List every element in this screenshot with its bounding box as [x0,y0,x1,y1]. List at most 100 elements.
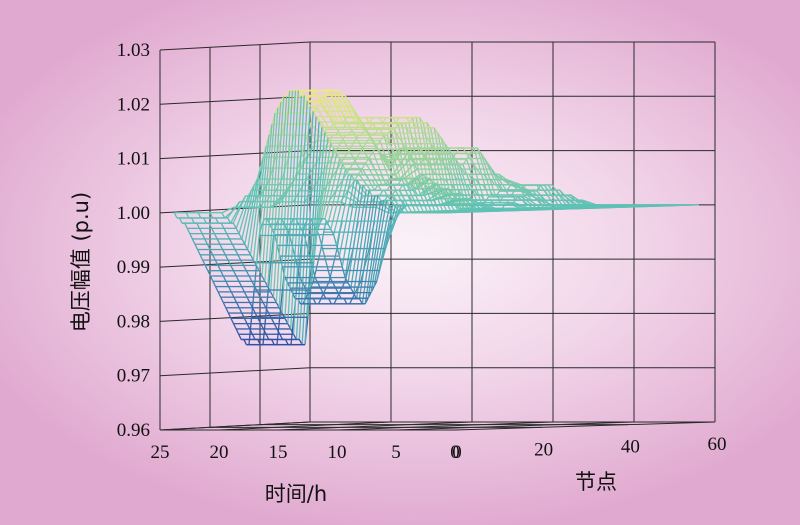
surface-mesh-line [223,228,228,234]
floor-grid-line [159,421,311,431]
surface-mesh-line [355,123,360,130]
surface-mesh-line [249,328,253,335]
surface-mesh-line [330,169,347,230]
surface-mesh-line [254,286,259,293]
surface-mesh-line [301,116,317,345]
surface-mesh-line [365,248,370,260]
surface-mesh-line [225,307,229,314]
surface-mesh-line [385,138,390,145]
surface-mesh-line [513,183,530,191]
surface-mesh-line [326,111,331,118]
surface-mesh-line [344,185,361,278]
surface-mesh-line [356,151,362,158]
surface-mesh-line [420,184,437,196]
surface-mesh-line [281,90,297,314]
surface-mesh-line [227,312,232,319]
surface-mesh-line [406,127,411,134]
surface-mesh-line [335,245,341,257]
surface-mesh-line [502,178,518,186]
surface-mesh-line [323,105,328,112]
surface-mesh-line [490,179,496,186]
surface-mesh-line [194,243,199,250]
y-tick-label: 40 [621,437,640,458]
surface-mesh-line [234,249,239,256]
surface-mesh-line [231,243,236,250]
surface-mesh-line [264,107,279,282]
surface-mesh-line [278,90,294,308]
surface-mesh-line [497,184,503,191]
surface-mesh-line [358,173,372,191]
surface-mesh-line [361,195,379,304]
y-tick-label: 60 [708,434,727,455]
surface-mesh-line [408,123,423,189]
z-grid-line [159,367,715,377]
surface-mesh-line [368,151,374,158]
surface-mesh-line [269,96,285,292]
surface-mesh-line [340,111,345,118]
surface-mesh-line [257,318,262,324]
surface-mesh-line [222,275,227,282]
surface-mesh-line [487,163,504,192]
surface-mesh-line [240,259,245,266]
surface-mesh-line [212,254,216,261]
surface-mesh-line [321,153,338,220]
surface-mesh-line [206,243,211,250]
surface-mesh-line [350,153,355,160]
surface-mesh-line [315,259,320,271]
surface-mesh-line [267,262,272,291]
surface-mesh-line [270,339,275,346]
surface-mesh-line [318,234,323,246]
surface-mesh-line [340,201,353,208]
surface-mesh-line [371,179,376,186]
surface-mesh-line [374,129,379,136]
surface-mesh-line [241,184,255,240]
x-tick-label: 10 [328,442,347,463]
surface-mesh-line [327,223,332,230]
surface-mesh-line [370,200,388,293]
surface-mesh-line [220,222,225,229]
surface-mesh-line [341,266,346,278]
surface-mesh-line [333,174,350,235]
surface-mesh-line [251,280,256,287]
surface-mesh-line [365,157,370,164]
surface-mesh-line [287,95,303,324]
surface-mesh-line [433,127,449,204]
surface-mesh-line [228,238,233,245]
surface-mesh-line [284,90,300,319]
z-tick-label: 1.03 [117,40,150,61]
surface-mesh-line [197,212,202,219]
surface-mesh-line [373,205,391,288]
x-tick-label: 25 [151,442,170,463]
surface-mesh-line [426,122,442,199]
surface-mesh-line [292,100,308,335]
y-tick-label: 20 [534,439,553,460]
surface-mesh-line [433,194,450,201]
surface-mesh-line [242,265,247,272]
surface-mesh-line [419,117,434,194]
surface-mesh-line [275,90,291,303]
surface-mesh-line [227,201,241,219]
surface-mesh-line [247,167,261,250]
surface-mesh-line [347,259,352,271]
z-grid-line [159,95,715,105]
surface-mesh-line [229,201,244,224]
surface-mesh-line [340,157,346,164]
surface-mesh-line [364,153,370,160]
surface-mesh-line [505,178,522,186]
surface-mesh-line [276,328,281,335]
surface-mesh-line [243,339,248,345]
surface-mesh-line [368,158,373,165]
surface-mesh-line [473,189,478,196]
surface-mesh-line [204,238,209,245]
surface-mesh-line [238,190,253,234]
surface-mesh-line [279,333,284,340]
surface-mesh-line [539,184,557,208]
surface-mesh-line [235,228,240,234]
surface-mesh-line [209,212,214,219]
z-grid-line [159,41,715,51]
surface-mesh-line [202,259,206,266]
surface-mesh-line [384,204,402,249]
surface-mesh-line [466,184,472,191]
surface-mesh-line [248,275,253,282]
